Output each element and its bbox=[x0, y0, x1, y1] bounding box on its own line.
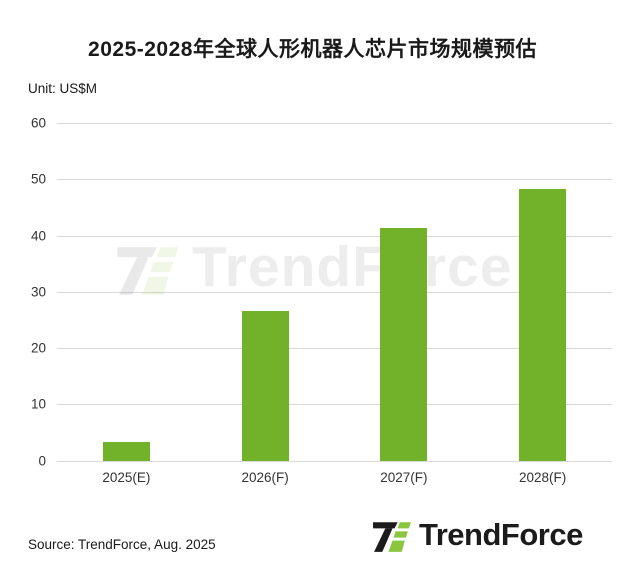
trendforce-logo-text: TrendForce bbox=[419, 516, 583, 552]
y-tick-label-0: 0 bbox=[38, 453, 46, 468]
bar-2025e bbox=[102, 441, 150, 461]
y-tick-label-30: 30 bbox=[30, 284, 46, 300]
gridline-y0 bbox=[57, 460, 612, 462]
x-tick-label-2026f: 2026(F) bbox=[241, 470, 289, 485]
bar-2026f bbox=[241, 310, 289, 461]
y-tick-label-40: 40 bbox=[30, 228, 46, 243]
unit-label: Unit: US$M bbox=[28, 81, 98, 96]
gridline-y10 bbox=[57, 404, 612, 406]
gridline-y50 bbox=[57, 179, 612, 181]
bar-2027f bbox=[380, 228, 428, 461]
bar-2028f bbox=[519, 188, 567, 461]
x-tick-label-2028f: 2028(F) bbox=[518, 470, 567, 485]
chart-title: 2025-2028年全球人形机器人芯片市场规模预估 bbox=[88, 38, 537, 61]
gridline-y40 bbox=[57, 235, 612, 237]
source-label: Source: TrendForce, Aug. 2025 bbox=[28, 537, 216, 552]
gridline-y30 bbox=[57, 291, 612, 293]
y-tick-label-50: 50 bbox=[30, 171, 46, 187]
gridline-y20 bbox=[57, 348, 612, 349]
watermark-text: TrendForce bbox=[192, 235, 513, 299]
x-tick-label-2025e: 2025(E) bbox=[102, 470, 151, 485]
trendforce-logo-icon bbox=[373, 522, 411, 552]
y-tick-label-60: 60 bbox=[30, 115, 46, 131]
x-tick-label-2027f: 2027(F) bbox=[380, 470, 428, 485]
trendforce-logo: TrendForce bbox=[371, 514, 583, 555]
y-tick-label-20: 20 bbox=[30, 340, 46, 356]
y-tick-label-10: 10 bbox=[30, 396, 46, 412]
gridline-y60 bbox=[57, 123, 612, 124]
trendforce-logo-icon bbox=[117, 247, 179, 296]
